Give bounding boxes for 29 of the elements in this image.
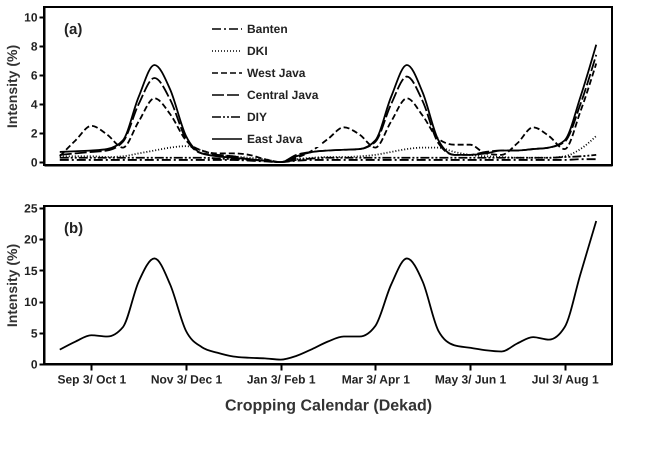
legend-label: Central Java: [247, 88, 319, 102]
x-tick-label: May 3/ Jun 1: [434, 372, 506, 386]
legend-label: DKI: [247, 44, 268, 58]
y-tick-label: 4: [30, 98, 38, 112]
y-tick-label: 2: [30, 126, 38, 141]
y-axis-title: Intensity (%): [4, 244, 20, 328]
y-tick-label: 10: [24, 10, 38, 25]
y-tick-label: 10: [24, 295, 38, 310]
y-axis-title: Intensity (%): [4, 44, 20, 128]
y-tick-label: 15: [24, 264, 38, 278]
y-tick-label: 5: [30, 326, 38, 340]
y-tick-label: 20: [24, 232, 38, 247]
x-axis-title: Cropping Calendar (Dekad): [224, 398, 432, 414]
y-tick-label: 0: [30, 358, 38, 372]
y-tick-label: 6: [30, 68, 38, 83]
annotation: (a): [64, 21, 82, 38]
y-tick-label: 0: [30, 156, 38, 170]
x-tick-label: Sep 3/ Oct 1: [57, 372, 127, 386]
y-tick-label: 25: [24, 201, 38, 216]
legend-label: East Java: [247, 132, 303, 146]
x-tick-label: Jul 3/ Aug 1: [532, 372, 599, 386]
y-tick-label: 8: [30, 40, 38, 54]
legend-label: Banten: [247, 22, 288, 36]
x-tick-label: Mar 3/ Apr 1: [342, 372, 410, 386]
legend-label: West Java: [247, 66, 306, 80]
x-tick-label: Nov 3/ Dec 1: [150, 372, 223, 386]
x-tick-label: Jan 3/ Feb 1: [246, 372, 316, 386]
annotation: (b): [64, 220, 84, 237]
legend-label: DIY: [247, 110, 268, 124]
